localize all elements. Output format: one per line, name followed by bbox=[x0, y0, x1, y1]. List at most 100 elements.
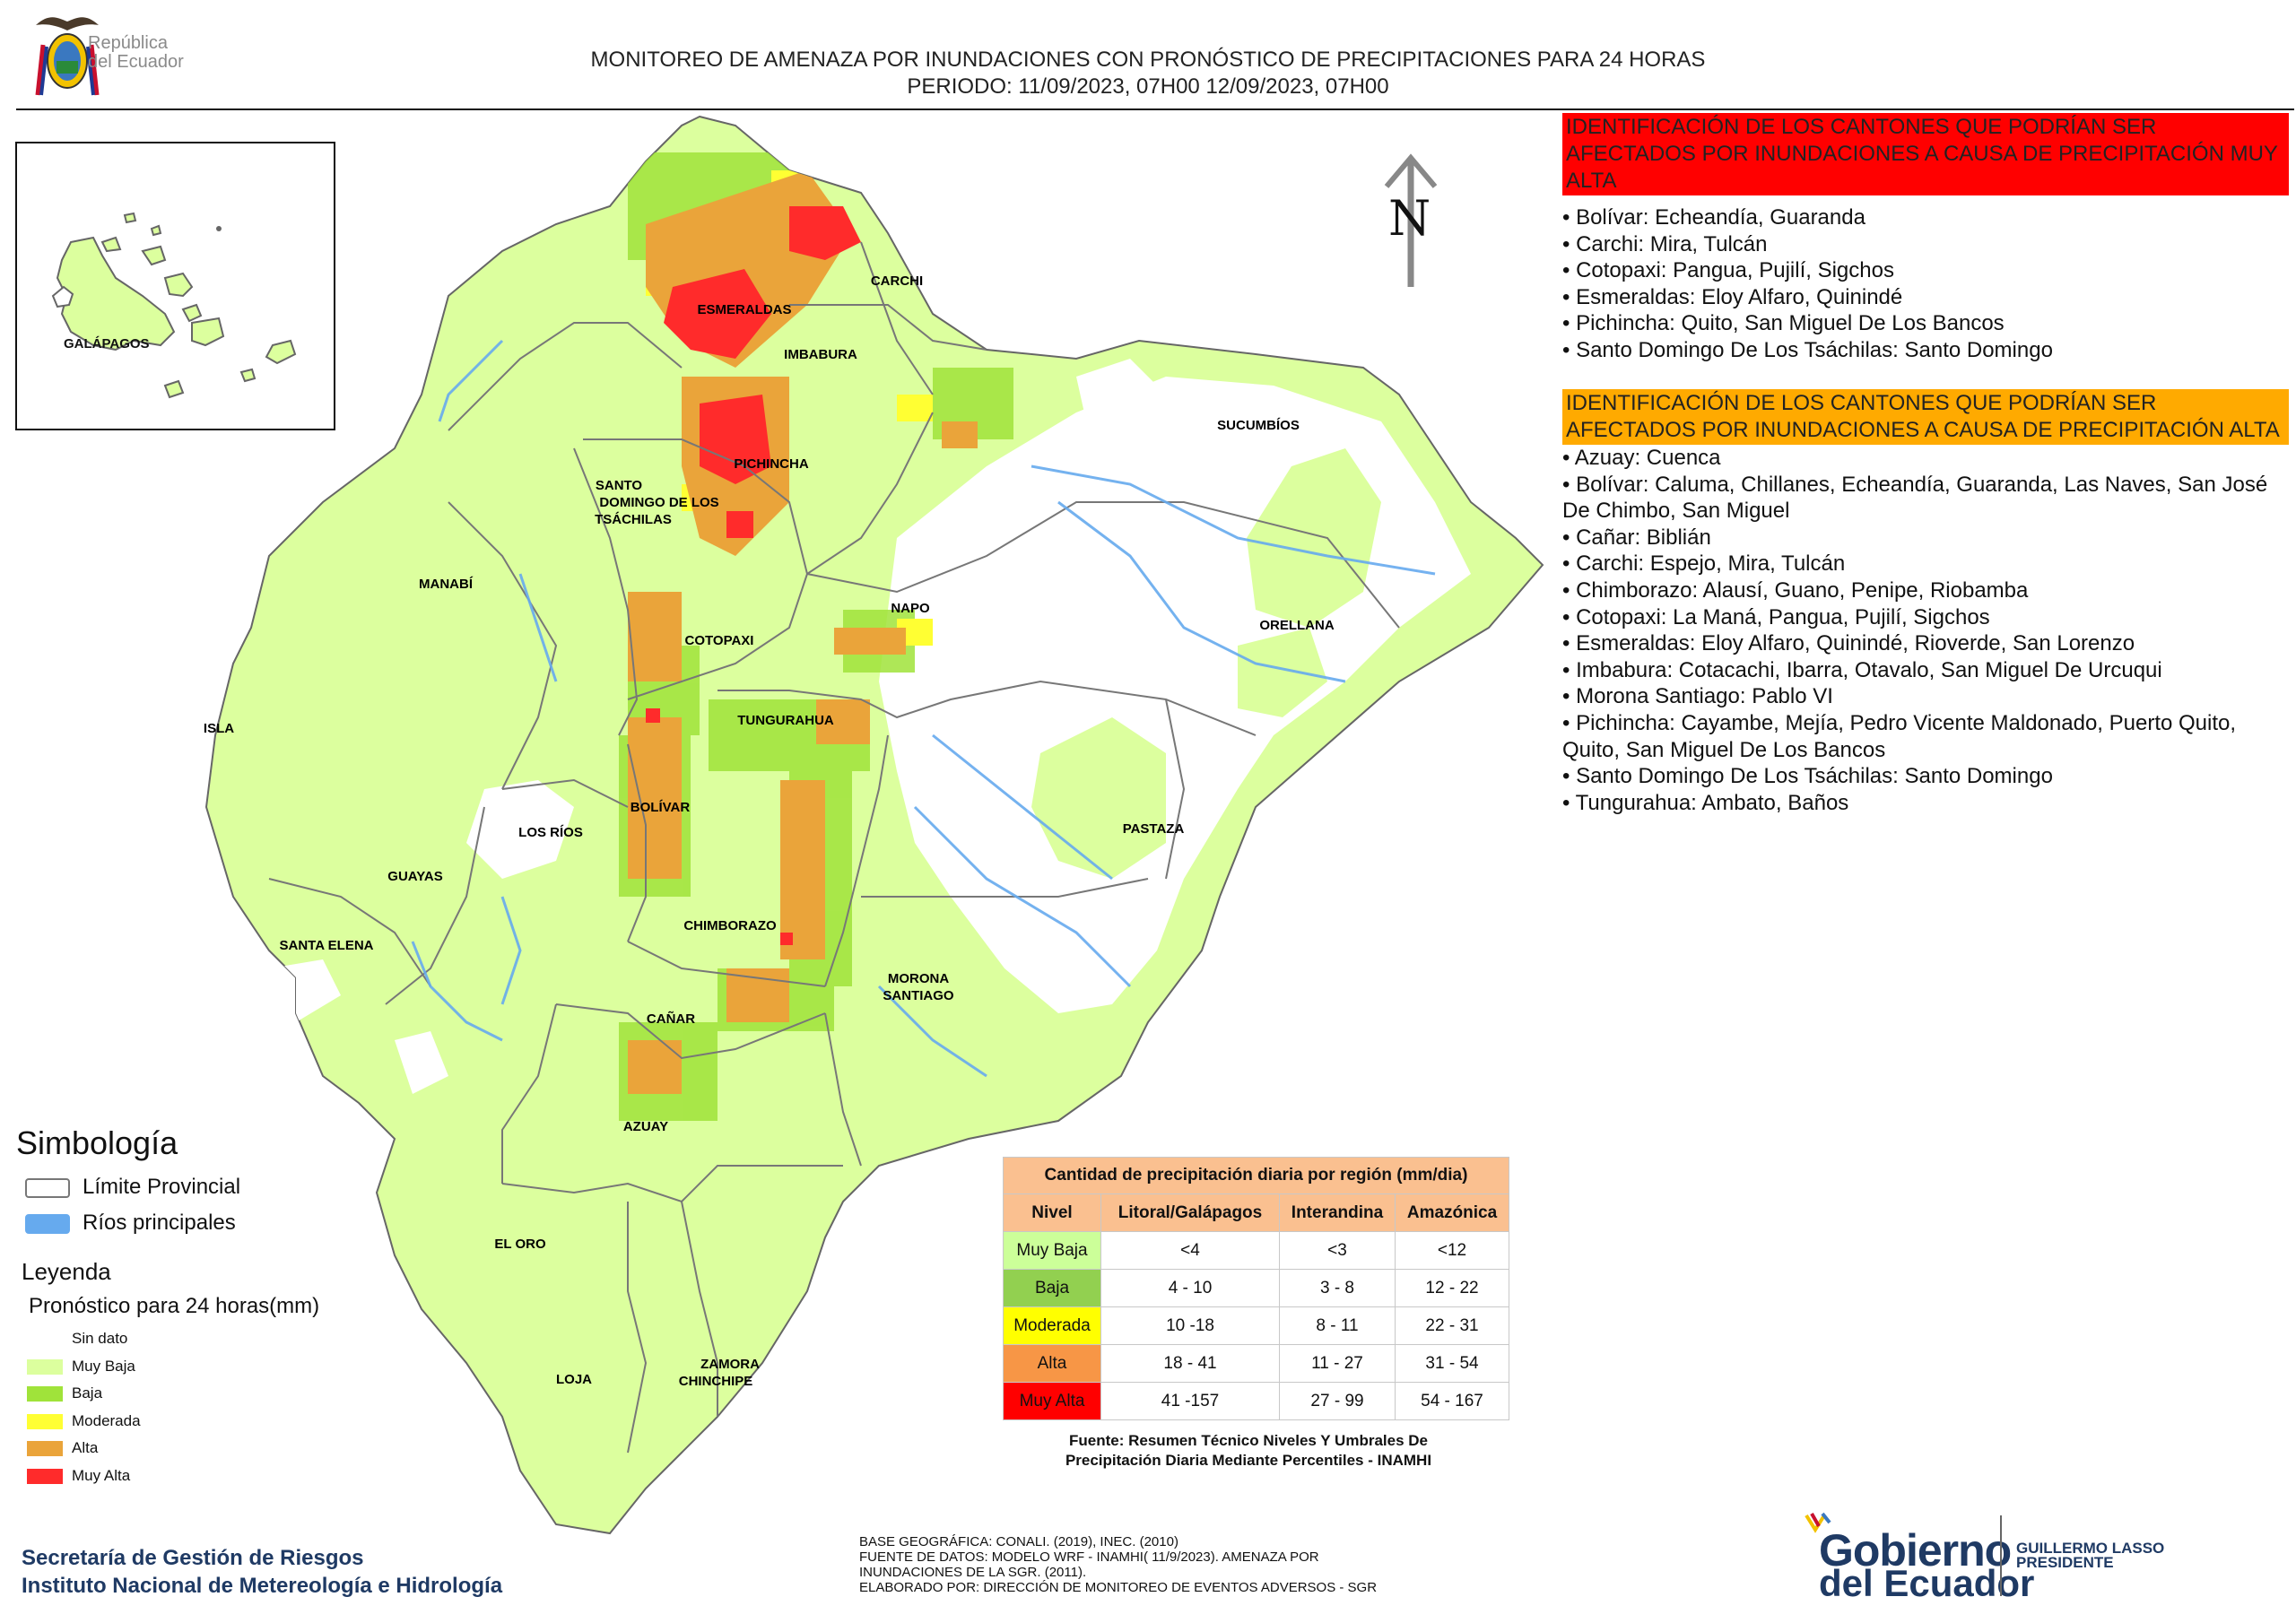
leyenda-swatch bbox=[27, 1468, 63, 1484]
table-row: Moderada 10 -18 8 - 11 22 - 31 bbox=[1003, 1306, 1509, 1345]
table-row: Muy Baja <4 <3 <12 bbox=[1003, 1231, 1509, 1270]
canton-list-item: • Imbabura: Cotacachi, Ibarra, Otavalo, … bbox=[1562, 657, 2162, 682]
leyenda-swatch bbox=[27, 1386, 63, 1402]
canton-list-item: • Carchi: Espejo, Mira, Tulcán bbox=[1562, 551, 1846, 577]
canton-list-item: • Pichincha: Quito, San Miguel De Los Ba… bbox=[1562, 311, 2005, 336]
president-name: GUILLERMO LASSO bbox=[2016, 1540, 2165, 1557]
ecuador-map: ESMERALDAS CARCHI IMBABURA SUCUMBÍOS PIC… bbox=[204, 115, 1544, 1535]
leyenda-swatch bbox=[27, 1358, 63, 1375]
label-santo-domingo-1: SANTO bbox=[596, 478, 643, 493]
table-cell-litoral: 41 -157 bbox=[1100, 1382, 1280, 1420]
table-header-interandina: Interandina bbox=[1279, 1193, 1396, 1232]
canton-list-item: • Santo Domingo De Los Tsáchilas: Santo … bbox=[1562, 337, 2053, 362]
label-tungurahua: TUNGURAHUA bbox=[737, 713, 834, 728]
simbologia-limite-label: Límite Provincial bbox=[83, 1175, 241, 1199]
table-source-line1: Fuente: Resumen Técnico Niveles Y Umbral… bbox=[1069, 1432, 1428, 1449]
table-cell-interandina: 11 - 27 bbox=[1279, 1344, 1396, 1383]
table-cell-amazonica: 12 - 22 bbox=[1395, 1269, 1509, 1307]
simbologia-limite: Límite Provincial bbox=[25, 1175, 240, 1200]
leyenda-label: Muy Baja bbox=[72, 1357, 135, 1375]
leyenda-swatch bbox=[27, 1413, 63, 1429]
leyenda-item: Moderada bbox=[27, 1412, 141, 1430]
table-header-litoral: Litoral/Galápagos bbox=[1100, 1193, 1280, 1232]
canton-list-item: • Esmeraldas: Eloy Alfaro, Quinindé bbox=[1562, 284, 1903, 309]
canton-list-item: • Cotopaxi: Pangua, Pujilí, Sigchos bbox=[1562, 258, 1894, 283]
gobierno-logo-icon bbox=[1805, 1512, 1831, 1533]
panel-muy-alta: IDENTIFICACIÓN DE LOS CANTONES QUE PODRÍ… bbox=[1562, 113, 2289, 364]
label-orellana: ORELLANA bbox=[1259, 618, 1334, 633]
president-title: PRESIDENTE bbox=[2016, 1554, 2114, 1571]
simbologia-rios-label: Ríos principales bbox=[83, 1211, 236, 1235]
label-loja: LOJA bbox=[556, 1372, 592, 1387]
label-el-oro: EL ORO bbox=[494, 1237, 546, 1252]
simbologia-title: Simbología bbox=[16, 1124, 178, 1161]
table-cell-nivel: Baja bbox=[1003, 1269, 1101, 1307]
page-title-line1: MONITOREO DE AMENAZA POR INUNDACIONES CO… bbox=[590, 48, 1706, 72]
ecuador-coat-of-arms-logo bbox=[27, 9, 242, 108]
header-divider bbox=[16, 108, 2294, 110]
leyenda-item: Sin dato bbox=[27, 1330, 127, 1348]
panel-alta: IDENTIFICACIÓN DE LOS CANTONES QUE PODRÍ… bbox=[1562, 389, 2289, 816]
table-cell-amazonica: 31 - 54 bbox=[1395, 1344, 1509, 1383]
label-chimborazo: CHIMBORAZO bbox=[683, 918, 777, 933]
table-cell-nivel: Muy Alta bbox=[1003, 1382, 1101, 1420]
limite-swatch bbox=[25, 1177, 70, 1198]
table-row: Baja 4 - 10 3 - 8 12 - 22 bbox=[1003, 1269, 1509, 1307]
leyenda-item: Muy Baja bbox=[27, 1358, 135, 1376]
canton-list-item: • Bolívar: Caluma, Chillanes, Echeandía,… bbox=[1562, 472, 2268, 524]
table-row: Muy Alta 41 -157 27 - 99 54 - 167 bbox=[1003, 1382, 1509, 1420]
leyenda-label: Baja bbox=[72, 1384, 103, 1402]
panel-alta-list: • Azuay: Cuenca • Bolívar: Caluma, Chilla… bbox=[1562, 445, 2289, 816]
footer-credit-line: INUNDACIONES DE LA SGR. (2011). bbox=[859, 1565, 1087, 1580]
label-los-rios: LOS RÍOS bbox=[518, 825, 583, 840]
table-cell-interandina: <3 bbox=[1279, 1231, 1396, 1270]
table-row: Alta 18 - 41 11 - 27 31 - 54 bbox=[1003, 1344, 1509, 1383]
label-morona-1: MORONA bbox=[888, 971, 949, 986]
leyenda-label: Sin dato bbox=[72, 1330, 128, 1347]
leyenda-item: Baja bbox=[27, 1384, 102, 1402]
label-guayas: GUAYAS bbox=[387, 869, 442, 884]
precipitation-table: Cantidad de precipitación diaria por reg… bbox=[1003, 1157, 1509, 1420]
label-azuay: AZUAY bbox=[623, 1119, 668, 1134]
leyenda-title: Leyenda bbox=[22, 1258, 111, 1285]
leyenda-swatch bbox=[27, 1332, 63, 1348]
leyenda-label: Moderada bbox=[72, 1411, 141, 1429]
panel-muy-alta-list: • Bolívar: Echeandía, Guaranda • Carchi: … bbox=[1562, 204, 2289, 364]
table-cell-amazonica: <12 bbox=[1395, 1231, 1509, 1270]
canton-list-item: • Chimborazo: Alausí, Guano, Penipe, Rio… bbox=[1562, 577, 2029, 603]
canton-list-item: • Tungurahua: Ambato, Baños bbox=[1562, 790, 1849, 815]
label-carchi: CARCHI bbox=[871, 273, 923, 289]
table-title: Cantidad de precipitación diaria por reg… bbox=[1003, 1157, 1509, 1194]
label-isla: ISLA bbox=[204, 721, 234, 736]
label-galapagos: GALÁPAGOS bbox=[64, 336, 150, 352]
galapagos-inset: GALÁPAGOS bbox=[15, 142, 335, 430]
gobierno-name-line2: del Ecuador bbox=[1819, 1562, 2035, 1604]
table-header-nivel: Nivel bbox=[1003, 1193, 1101, 1232]
canton-list-item: • Carchi: Mira, Tulcán bbox=[1562, 231, 1768, 256]
table-cell-amazonica: 22 - 31 bbox=[1395, 1306, 1509, 1345]
table-cell-interandina: 3 - 8 bbox=[1279, 1269, 1396, 1307]
province-labels: ESMERALDAS CARCHI IMBABURA SUCUMBÍOS PIC… bbox=[204, 273, 1335, 1389]
table-cell-interandina: 8 - 11 bbox=[1279, 1306, 1396, 1345]
logo-text-line1: República bbox=[88, 33, 168, 53]
table-cell-nivel: Alta bbox=[1003, 1344, 1101, 1383]
footer-org-line2: Instituto Nacional de Metereología e Hid… bbox=[22, 1574, 503, 1598]
galapagos-map bbox=[51, 212, 297, 399]
simbologia-rios: Ríos principales bbox=[25, 1211, 236, 1236]
label-morona-2: SANTIAGO bbox=[883, 988, 954, 1003]
page-title-line2: PERIODO: 11/09/2023, 07H00 12/09/2023, 0… bbox=[907, 74, 1389, 99]
label-canar: CAÑAR bbox=[647, 1011, 695, 1027]
table-cell-nivel: Moderada bbox=[1003, 1306, 1101, 1345]
label-santa-elena: SANTA ELENA bbox=[280, 938, 374, 953]
footer-organizations: Secretaría de Gestión de Riesgos Institu… bbox=[22, 1544, 502, 1600]
table-cell-litoral: <4 bbox=[1100, 1231, 1280, 1270]
label-zamora-1: ZAMORA bbox=[700, 1357, 760, 1372]
label-cotopaxi: COTOPAXI bbox=[685, 633, 754, 648]
canton-list-item: • Cañar: Biblián bbox=[1562, 525, 1711, 550]
footer-credit-line: BASE GEOGRÁFICA: CONALI. (2019), INEC. (… bbox=[859, 1534, 1178, 1549]
table-cell-litoral: 10 -18 bbox=[1100, 1306, 1280, 1345]
footer-credit-line: ELABORADO POR: DIRECCIÓN DE MONITOREO DE… bbox=[859, 1580, 1378, 1595]
gobierno-divider bbox=[2000, 1515, 2002, 1596]
leyenda-label: Alta bbox=[72, 1439, 99, 1456]
footer-credits: BASE GEOGRÁFICA: CONALI. (2019), INEC. (… bbox=[859, 1534, 1377, 1595]
